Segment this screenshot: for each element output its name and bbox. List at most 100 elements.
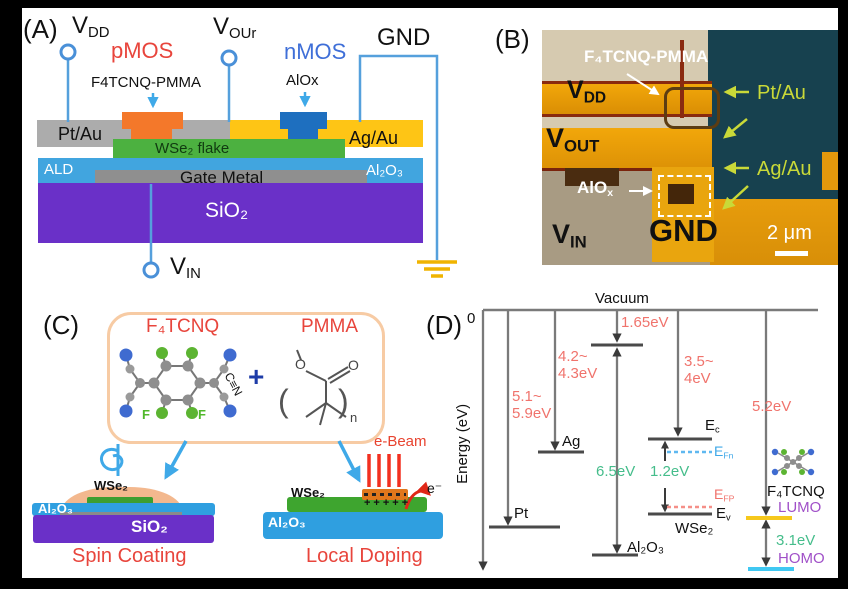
panel-b-tag: (B): [495, 24, 530, 54]
a-agau-label: Ag/Au: [349, 128, 399, 148]
a-vin-terminal: [142, 261, 160, 279]
c-doping-caption: Local Doping: [306, 545, 423, 567]
c-plus-sign: +: [248, 361, 265, 392]
c-molecule-box: [107, 312, 385, 444]
b-dashed-box: [658, 175, 711, 217]
b-f4tcnq-arrow-icon: [626, 73, 660, 96]
d-al2o3-ea-label: 1.65eV: [621, 314, 669, 331]
d-pt-label: Pt: [514, 505, 529, 522]
d-ev-label: Ev: [716, 505, 731, 523]
c-o-ester-label: O: [295, 356, 306, 372]
c-pmma-title: PMMA: [301, 316, 358, 337]
a-f4tcnq-pmma-stem: [131, 126, 172, 142]
a-f4tcnq-pmma-cap: [122, 112, 183, 129]
d-f4tcnq-lumo-energy: 5.2eV: [752, 398, 792, 415]
panel-d-tag: (D): [426, 310, 463, 340]
panel-a-tag: (A): [23, 14, 58, 44]
b-scale-bar: [775, 251, 808, 256]
b-gold-bottom-right: [710, 199, 838, 265]
c-doped-strip-dashes: [364, 493, 406, 496]
a-ground-icon: [417, 260, 457, 278]
a-sio2-substrate: [38, 183, 423, 243]
c-spin-ald-line: [60, 512, 182, 515]
c-o-carbonyl-label: O: [348, 357, 359, 373]
b-scale-label: 2 μm: [767, 222, 812, 244]
panel-c-tag: (C): [43, 310, 80, 340]
d-lumo-label: LUMO: [778, 499, 822, 516]
c-ebeam-rays-icon: [367, 454, 401, 487]
d-y-axis-label: Energy (eV): [454, 403, 472, 484]
a-vdd-label: VDD: [72, 12, 110, 42]
c-spin-caption: Spin Coating: [72, 545, 187, 567]
b-dark-notch-left: [565, 168, 619, 186]
c-arrow-to-spin-icon: [164, 440, 188, 480]
a-sio2-label: SiO₂: [205, 199, 249, 222]
c-ebeam-label: e-Beam: [374, 433, 427, 450]
b-pmos-outline: [664, 87, 720, 129]
a-gnd-label: GND: [377, 24, 431, 51]
b-alox-label: AlOx: [577, 178, 614, 199]
c-pmma-structure-icon: [296, 349, 351, 426]
c-dopant-marks: +++++: [364, 497, 412, 509]
a-circuit-wires: [59, 43, 457, 279]
c-n-subscript: n: [350, 410, 358, 425]
c-f-label-left: F: [142, 407, 150, 422]
b-vin-label: VIN: [552, 219, 587, 252]
b-vdd-label: VDD: [567, 76, 607, 107]
c-doping-al2o3-label: Al₂O₃: [268, 514, 306, 530]
c-doping-al2o3-slab: [263, 512, 443, 539]
d-efn-label: EFn: [714, 443, 734, 461]
c-spin-sio2-slab: [33, 515, 214, 543]
c-paren-right: ): [338, 383, 349, 419]
b-annotation-arrows: [626, 73, 749, 210]
a-nmos-label: nMOS: [284, 39, 347, 64]
b-vout-electrode: [542, 128, 712, 171]
a-gate-metal: [95, 170, 367, 185]
a-wse2-flake-label: WSe₂ flake: [155, 140, 230, 157]
c-electron-label: e⁻: [427, 480, 443, 496]
a-alox-cap: [280, 112, 327, 129]
b-vout-label: VOUT: [546, 123, 600, 156]
c-spin-al2o3-label: Al₂O₃: [38, 501, 73, 516]
a-vout-terminal: [220, 49, 238, 67]
a-alox-label: AlOx: [286, 72, 319, 89]
c-arrow-to-doping-icon: [337, 440, 361, 483]
c-spin-wse2-label: WSe₂: [94, 478, 128, 493]
c-f-label-right: F: [198, 407, 206, 422]
d-wse2-label: WSe₂: [675, 520, 714, 537]
d-wse2-gap-label: 1.2eV: [650, 463, 690, 480]
b-agau-label: Ag/Au: [757, 158, 812, 180]
a-vout-label: VOUr: [213, 13, 257, 43]
a-gate-metal-label: Gate Metal: [180, 168, 264, 187]
a-wse2-flake: [113, 139, 345, 158]
b-ptau-label: Pt/Au: [757, 82, 806, 104]
d-ag-wf-line1: 4.2~: [558, 348, 588, 365]
d-al2o3-gap-label: 6.5eV: [596, 463, 636, 480]
d-efp-label: EFP: [714, 486, 735, 504]
b-f4tcnq-pmma-label: F₄TCNQ-PMMA: [584, 47, 709, 66]
b-dark-notch-pad: [668, 184, 694, 204]
d-ag-wf-line2: 4.3eV: [558, 365, 598, 382]
c-f4tcnq-molecule-icon: [119, 347, 237, 419]
b-teal-region: [708, 30, 838, 205]
b-agau-arrow2-icon: [722, 185, 749, 210]
d-wse2-ea-line1: 3.5~: [684, 353, 714, 370]
b-gnd-pad: [652, 167, 714, 262]
c-doping-wse2-flake: [287, 497, 427, 512]
d-f4tcnq-molecule-icon: [771, 448, 815, 476]
c-paren-left: (: [278, 383, 289, 419]
d-pt-wf-line1: 5.1~: [512, 388, 542, 405]
a-ptau-label: Pt/Au: [58, 124, 103, 144]
d-pt-wf-line2: 5.9eV: [512, 405, 552, 422]
a-vin-label: VIN: [170, 253, 201, 283]
d-wse2-ea-line2: 4eV: [684, 370, 711, 387]
c-doping-wse2-label: WSe₂: [291, 485, 325, 500]
c-spin-sio2-label: SiO₂: [131, 517, 168, 536]
d-zero-tick: 0: [467, 310, 476, 327]
d-f4tcnq-label: F₄TCNQ: [767, 483, 825, 500]
d-energy-diagram: [478, 308, 818, 571]
c-spin-wse2-flake: [87, 497, 153, 505]
a-al2o3-label: Al₂O₃: [366, 162, 403, 179]
